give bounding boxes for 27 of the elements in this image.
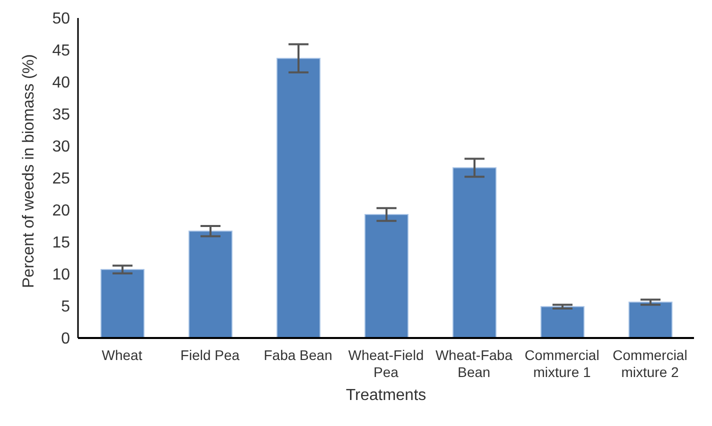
bar: [452, 167, 496, 338]
y-tick-label: 45: [52, 42, 70, 60]
y-tick-label: 10: [52, 266, 70, 284]
bar: [364, 214, 408, 338]
y-tick-label: 35: [52, 106, 70, 124]
y-tick-label: 50: [52, 10, 70, 28]
bar: [100, 269, 144, 338]
bar: [628, 302, 672, 338]
x-axis-title: Treatments: [346, 387, 426, 404]
x-tick-label: Commercial mixture 2: [612, 347, 688, 380]
x-tick-label: Commercial mixture 1: [524, 347, 600, 380]
y-axis-title: Percent of weeds in biomass (%): [20, 54, 38, 288]
bar: [276, 58, 320, 338]
y-tick-label: 40: [52, 74, 70, 92]
y-tick-label: 25: [52, 170, 70, 188]
x-tick-label: Field Pea: [180, 347, 240, 363]
bar: [188, 230, 232, 338]
x-tick-label: Wheat-Faba Bean: [435, 347, 513, 380]
x-tick-label: Wheat-Field Pea: [348, 347, 424, 380]
x-tick-label: Wheat: [102, 347, 142, 363]
y-tick-label: 5: [61, 298, 70, 316]
y-tick-label: 15: [52, 234, 70, 252]
bar: [540, 306, 584, 338]
x-tick-label: Faba Bean: [264, 347, 332, 363]
y-tick-label: 30: [52, 138, 70, 156]
y-tick-label: 0: [61, 330, 70, 348]
y-tick-label: 20: [52, 202, 70, 220]
